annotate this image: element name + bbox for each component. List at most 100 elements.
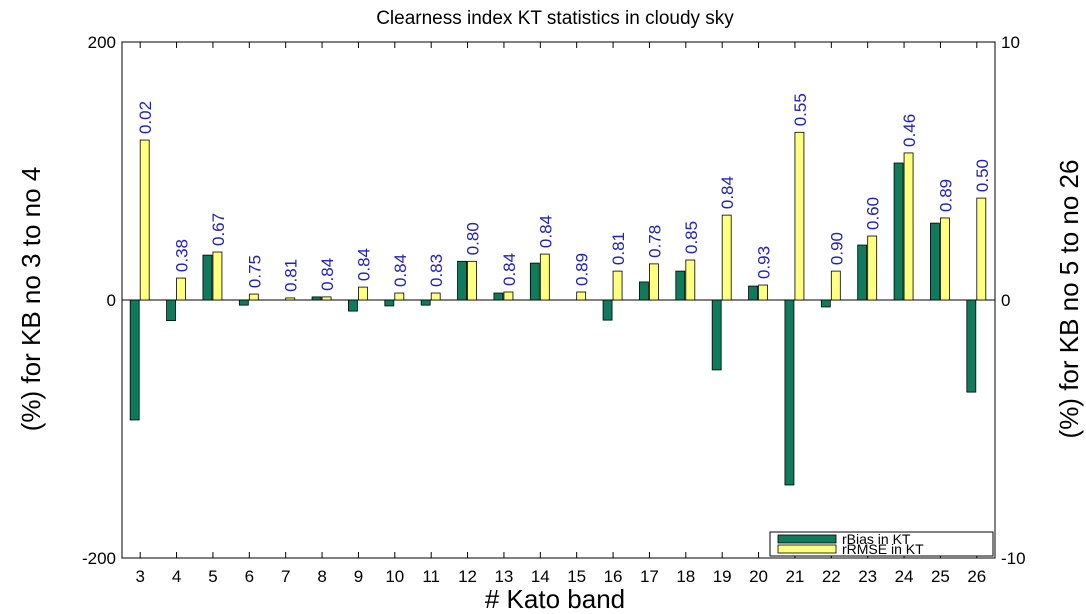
bar	[430, 292, 441, 301]
bar	[139, 139, 150, 301]
annotation: 0.60	[864, 197, 883, 230]
x-tick-label: 15	[567, 567, 586, 586]
y2-tick-label: 0	[1001, 291, 1010, 310]
bar	[748, 285, 758, 301]
bar	[721, 214, 732, 301]
bar	[893, 162, 904, 301]
x-tick-label: 26	[967, 567, 986, 586]
bar	[394, 292, 405, 301]
bar	[358, 286, 368, 301]
x-tick-label: 10	[385, 567, 404, 586]
legend-swatch	[777, 544, 837, 554]
annotation: 0.75	[245, 255, 264, 288]
x-tick-label: 19	[713, 567, 732, 586]
annotation: 0.50	[973, 159, 992, 192]
legend-swatch	[777, 534, 837, 544]
legend-label: rRMSE in KT	[842, 541, 924, 557]
x-tick-label: 3	[135, 567, 144, 586]
annotation: 0.78	[645, 225, 664, 258]
bar	[285, 297, 296, 301]
annotation: 0.93	[755, 246, 774, 279]
bar	[711, 299, 722, 371]
annotation: 0.89	[573, 253, 592, 286]
bar	[649, 263, 659, 301]
bar	[602, 299, 613, 321]
bar	[457, 260, 467, 301]
annotation: 0.38	[173, 239, 192, 272]
annotation: 0.83	[427, 254, 446, 287]
x-axis-label: # Kato band	[485, 584, 625, 614]
bar	[820, 299, 831, 308]
bar	[903, 152, 914, 301]
bar	[675, 270, 686, 301]
annotation: 0.02	[136, 101, 155, 134]
bar	[493, 292, 504, 301]
x-tick-label: 24	[895, 567, 914, 586]
x-tick-label: 4	[172, 567, 181, 586]
bar	[784, 299, 795, 486]
y-tick-label: 0	[107, 291, 116, 310]
bar	[930, 222, 940, 301]
bar	[758, 284, 768, 301]
bar	[612, 270, 623, 301]
bar	[238, 299, 249, 306]
bar	[212, 251, 223, 301]
bar	[321, 296, 332, 301]
x-tick-label: 9	[354, 567, 363, 586]
bar	[420, 299, 431, 306]
x-tick-label: 6	[245, 567, 254, 586]
annotation: 0.89	[936, 179, 955, 212]
bar	[639, 281, 649, 301]
bar	[794, 131, 805, 301]
annotation: 0.81	[282, 259, 301, 292]
x-tick-label: 17	[640, 567, 659, 586]
bar	[467, 260, 477, 301]
annotation: 0.80	[464, 222, 483, 255]
annotation: 0.84	[391, 254, 410, 287]
bar	[384, 299, 395, 307]
annotation: 0.84	[718, 176, 737, 209]
bar	[503, 291, 514, 301]
bar	[202, 254, 213, 301]
annotation: 0.55	[791, 93, 810, 126]
bar	[166, 299, 176, 322]
y-axis-label: (%) for KB no 3 to no 4	[16, 167, 46, 431]
bar	[311, 296, 322, 301]
x-tick-label: 21	[785, 567, 804, 586]
bar	[176, 277, 186, 301]
bar	[348, 299, 358, 312]
bar	[867, 235, 878, 301]
bar	[576, 291, 587, 301]
y2-tick-label: 10	[1001, 33, 1020, 52]
bar	[685, 259, 696, 301]
x-tick-label: 8	[317, 567, 326, 586]
bar	[857, 244, 868, 301]
annotation: 0.84	[500, 253, 519, 286]
x-tick-label: 22	[822, 567, 841, 586]
bar	[529, 262, 540, 301]
x-tick-label: 18	[676, 567, 695, 586]
x-tick-label: 11	[422, 567, 440, 586]
y-tick-label: -200	[82, 549, 116, 568]
annotation: 0.85	[682, 221, 701, 254]
x-tick-label: 25	[931, 567, 950, 586]
x-tick-label: 20	[749, 567, 768, 586]
x-tick-label: 16	[604, 567, 623, 586]
x-tick-label: 13	[494, 567, 513, 586]
bar	[830, 270, 841, 301]
x-tick-label: 7	[281, 567, 290, 586]
bar	[539, 253, 550, 301]
annotation: 0.84	[318, 258, 337, 291]
y-tick-label: 200	[88, 33, 116, 52]
chart-title: Clearness index KT statistics in cloudy …	[376, 8, 734, 29]
legend-label: rBias in KT	[842, 531, 911, 547]
annotation: 0.90	[827, 232, 846, 265]
annotation: 0.81	[609, 232, 628, 265]
bar	[966, 299, 977, 393]
annotation: 0.46	[900, 114, 919, 147]
y2-tick-label: -10	[1001, 549, 1026, 568]
annotation: 0.84	[354, 248, 373, 281]
x-tick-label: 23	[858, 567, 877, 586]
bar	[940, 217, 950, 301]
